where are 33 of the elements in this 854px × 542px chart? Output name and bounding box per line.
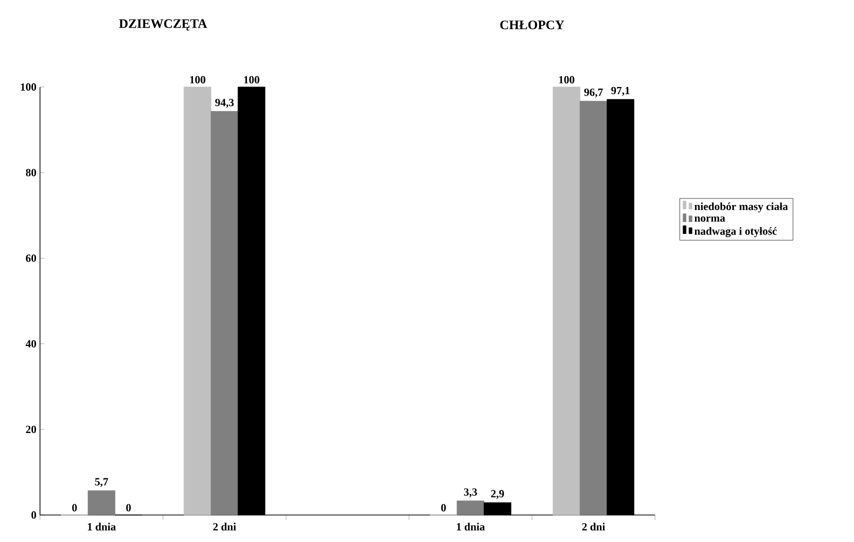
legend-label: norma — [694, 216, 726, 222]
x-tick-label: 2 dni — [213, 522, 236, 530]
legend-label: nadwaga i otyłość — [694, 227, 777, 238]
text: CHŁOPCY — [500, 20, 564, 30]
data-label: 97,1 — [611, 86, 630, 96]
bar — [456, 500, 484, 516]
data-label: 0 — [72, 504, 77, 512]
bar — [88, 490, 116, 516]
bar — [184, 86, 212, 516]
y-tick-label: 80 — [26, 168, 36, 176]
x-tick-label: 1 dnia — [456, 522, 485, 530]
data-label: 100 — [190, 76, 206, 84]
legend-label: niedobór masy ciała — [694, 202, 788, 212]
data-label: 100 — [559, 76, 574, 84]
bar — [552, 86, 580, 516]
data-label: 94,3 — [215, 98, 234, 108]
x-tick-label: 1 dnia — [88, 522, 116, 530]
bar — [210, 111, 238, 516]
y-tick-label: 100 — [20, 83, 36, 91]
data-label: 3,3 — [464, 488, 477, 498]
x-tick-label: 2 dni — [582, 522, 606, 530]
data-label: 0 — [126, 504, 131, 512]
data-label: 100 — [244, 76, 260, 84]
y-tick-label: 40 — [26, 340, 36, 348]
data-label: 0 — [441, 504, 446, 512]
data-label: 96,7 — [584, 88, 603, 98]
data-label: 5,7 — [95, 478, 108, 488]
y-tick-label: 20 — [26, 426, 36, 434]
text: DZIEWCZĘTA — [119, 19, 208, 31]
y-tick-label: 0 — [31, 511, 36, 519]
bar — [580, 100, 608, 516]
data-label: 2,9 — [491, 490, 504, 500]
y-tick-label: 60 — [26, 254, 36, 262]
